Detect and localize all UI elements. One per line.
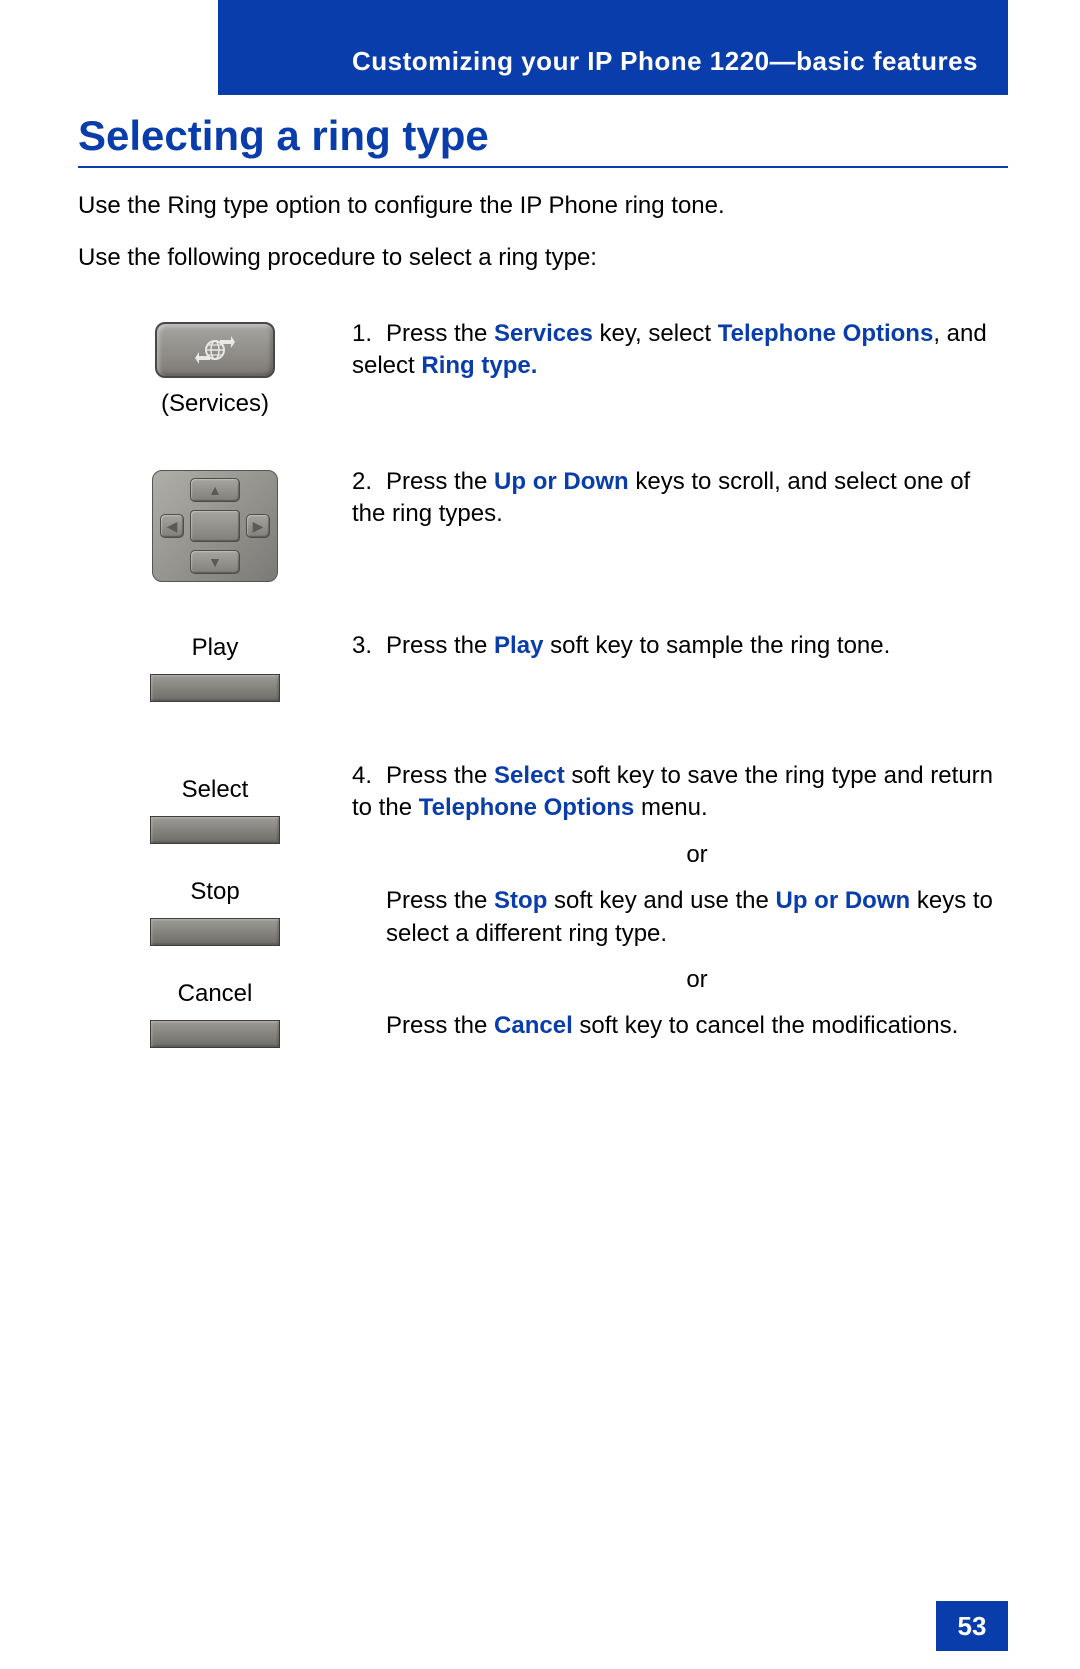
procedure-steps: (Services) 1.Press the Services key, sel…: [78, 318, 1008, 1096]
services-key-label: (Services): [161, 390, 269, 418]
step-3-text: 3.Press the Play soft key to sample the …: [352, 630, 1008, 702]
step-1-telephone-options-link: Telephone Options: [718, 320, 934, 347]
select-softkey-label: Select: [182, 776, 249, 804]
step-4-p2t3: soft key and use the: [547, 887, 775, 914]
dpad-right-icon: ▶: [246, 514, 270, 538]
stop-softkey-label: Stop: [190, 878, 239, 906]
services-key-icon: [155, 322, 275, 378]
play-softkey-icon: [150, 674, 280, 702]
step-1-t1: Press the: [386, 320, 494, 347]
step-2-updown-link: Up or Down: [494, 468, 629, 495]
step-4-illustration: Select Stop Cancel: [78, 760, 352, 1048]
step-4-p3t3: soft key to cancel the modifications.: [573, 1012, 959, 1039]
step-3-play-link: Play: [494, 632, 543, 659]
step-3-t1: Press the: [386, 632, 494, 659]
step-3: Play 3.Press the Play soft key to sample…: [78, 630, 1008, 702]
dpad-icon: ▲ ▼ ◀ ▶: [152, 470, 278, 582]
step-4-p1t5: menu.: [634, 794, 707, 821]
step-4-select-link: Select: [494, 762, 565, 789]
step-4-p1t1: Press the: [386, 762, 494, 789]
dpad-down-icon: ▼: [190, 550, 240, 574]
cancel-softkey-label: Cancel: [178, 980, 253, 1008]
step-4-or-2: or: [352, 964, 1008, 996]
cancel-softkey-icon: [150, 1020, 280, 1048]
step-3-t3: soft key to sample the ring tone.: [543, 632, 890, 659]
step-4-updown-link: Up or Down: [776, 887, 911, 914]
step-3-number: 3.: [352, 630, 386, 662]
select-softkey-icon: [150, 816, 280, 844]
dpad-left-icon: ◀: [160, 514, 184, 538]
page-title: Selecting a ring type: [78, 112, 1008, 168]
step-4-p2t1: Press the: [386, 887, 494, 914]
step-4-cancel-link: Cancel: [494, 1012, 573, 1039]
step-4-p3t1: Press the: [386, 1012, 494, 1039]
chapter-header: Customizing your IP Phone 1220—basic fea…: [218, 0, 1008, 95]
chapter-title: Customizing your IP Phone 1220—basic fea…: [352, 46, 978, 77]
step-1-number: 1.: [352, 318, 386, 350]
dpad-center-icon: [190, 510, 240, 542]
step-2-illustration: ▲ ▼ ◀ ▶: [78, 466, 352, 582]
step-1-services-link: Services: [494, 320, 593, 347]
step-4-stop-link: Stop: [494, 887, 547, 914]
step-1-text: 1.Press the Services key, select Telepho…: [352, 318, 1008, 418]
intro-paragraph-1: Use the Ring type option to configure th…: [78, 192, 725, 220]
step-1-ring-type-link: Ring type.: [421, 352, 537, 379]
step-2: ▲ ▼ ◀ ▶ 2.Press the Up or Down keys to s…: [78, 466, 1008, 582]
step-4-telephone-options-link: Telephone Options: [419, 794, 635, 821]
step-4-text: 4.Press the Select soft key to save the …: [352, 760, 1008, 1048]
stop-softkey-icon: [150, 918, 280, 946]
page-number: 53: [936, 1601, 1008, 1651]
intro-paragraph-2: Use the following procedure to select a …: [78, 244, 597, 272]
play-softkey-label: Play: [192, 634, 239, 662]
step-3-illustration: Play: [78, 630, 352, 702]
step-1: (Services) 1.Press the Services key, sel…: [78, 318, 1008, 418]
step-2-text: 2.Press the Up or Down keys to scroll, a…: [352, 466, 1008, 582]
page-number-value: 53: [958, 1611, 987, 1642]
step-2-t1: Press the: [386, 468, 494, 495]
step-2-number: 2.: [352, 466, 386, 498]
step-4-or-1: or: [352, 839, 1008, 871]
step-4-number: 4.: [352, 760, 386, 792]
step-1-t3: key, select: [593, 320, 718, 347]
step-4: Select Stop Cancel 4.Press the Select so…: [78, 760, 1008, 1048]
dpad-up-icon: ▲: [190, 478, 240, 502]
globe-arrows-icon: [191, 332, 239, 368]
step-1-illustration: (Services): [78, 318, 352, 418]
